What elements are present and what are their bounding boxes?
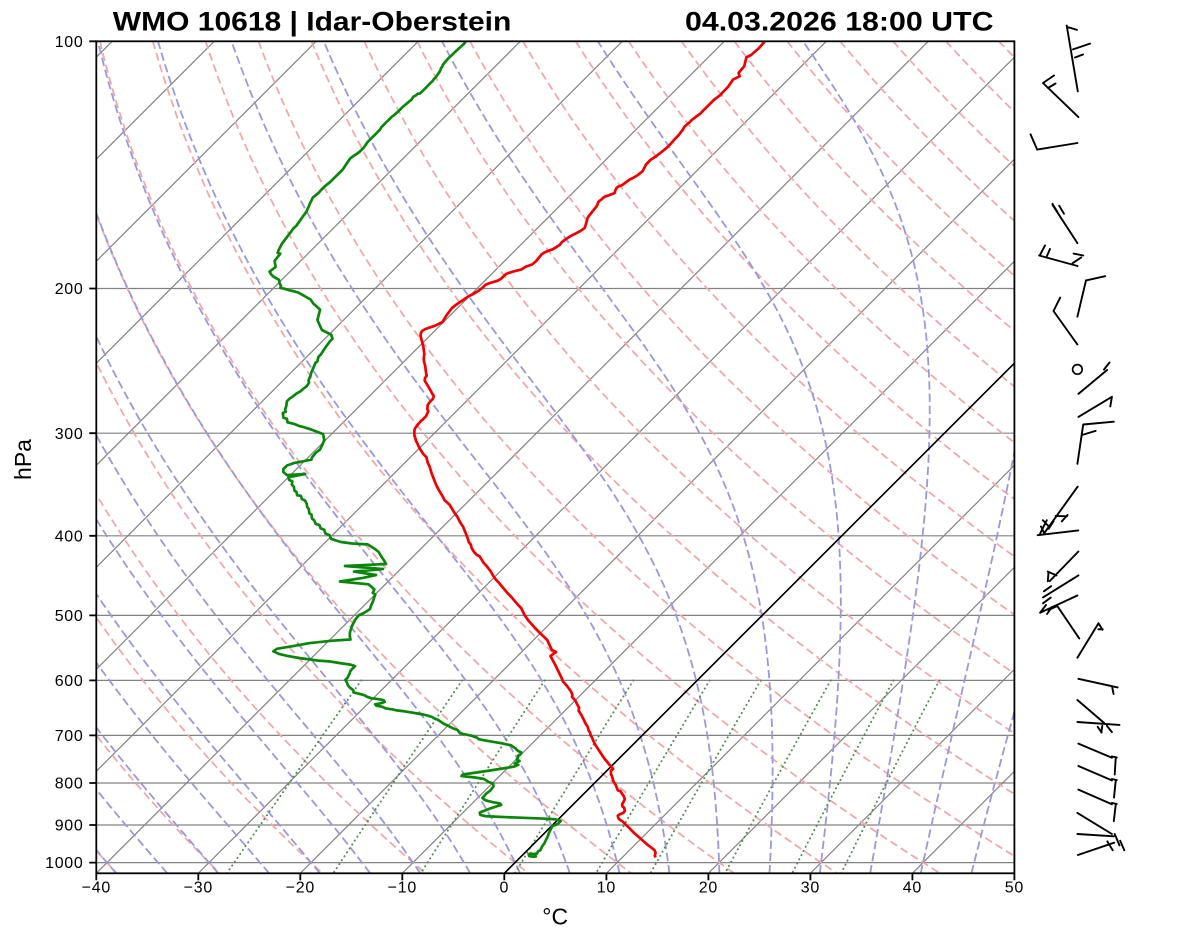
svg-text:°C: °C xyxy=(542,904,568,930)
svg-text:800: 800 xyxy=(55,776,84,793)
svg-text:300: 300 xyxy=(55,426,84,443)
svg-text:40: 40 xyxy=(903,880,922,897)
svg-text:600: 600 xyxy=(55,673,84,690)
svg-text:−10: −10 xyxy=(388,880,417,897)
svg-text:500: 500 xyxy=(55,608,84,625)
svg-text:50: 50 xyxy=(1005,880,1024,897)
svg-text:400: 400 xyxy=(55,528,84,545)
svg-text:04.03.2026 18:00 UTC: 04.03.2026 18:00 UTC xyxy=(685,7,994,37)
svg-text:1000: 1000 xyxy=(45,855,83,872)
svg-text:20: 20 xyxy=(699,880,718,897)
svg-text:200: 200 xyxy=(55,281,84,298)
svg-text:30: 30 xyxy=(801,880,820,897)
svg-text:900: 900 xyxy=(55,818,84,835)
svg-text:100: 100 xyxy=(55,34,84,51)
svg-text:−30: −30 xyxy=(184,880,213,897)
svg-text:−40: −40 xyxy=(82,880,111,897)
svg-text:hPa: hPa xyxy=(10,439,36,480)
svg-text:10: 10 xyxy=(597,880,616,897)
svg-text:−20: −20 xyxy=(286,880,315,897)
svg-text:WMO 10618 | Idar-Oberstein: WMO 10618 | Idar-Oberstein xyxy=(113,7,512,37)
svg-text:700: 700 xyxy=(55,728,84,745)
svg-text:0: 0 xyxy=(499,880,509,897)
